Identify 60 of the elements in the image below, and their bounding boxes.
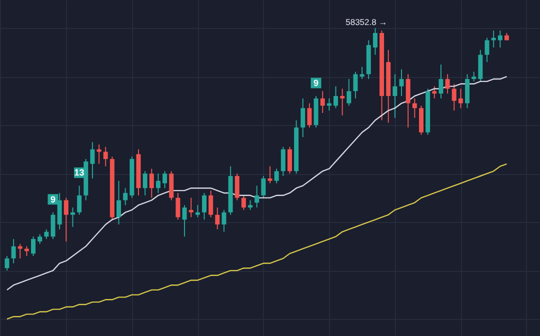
candlestick [484,37,490,63]
candlestick [307,102,312,128]
candlestick [64,197,68,242]
candlestick [182,204,187,238]
candlestick [222,209,226,232]
candlestick [268,166,272,184]
candlestick [472,71,476,82]
candlestick [38,234,42,244]
candlestick [353,71,358,99]
candlestick [90,142,95,179]
candlestick [254,185,260,208]
candlestick [4,256,10,272]
candlestick [287,146,292,174]
text: 58352.8 → [346,17,388,28]
candlestick [234,173,240,201]
candlestick [280,146,286,176]
candlestick [188,197,194,218]
candlestick [50,212,56,240]
candlestick [11,238,16,264]
candlestick [274,168,279,184]
candlestick [103,146,108,167]
candlestick [458,88,463,109]
candlestick [31,236,36,256]
candlestick [392,74,398,118]
candlestick [498,30,502,48]
candlestick [432,86,437,99]
candlestick [156,173,160,194]
candlestick [208,190,214,218]
candlestick [320,90,325,114]
candlestick [334,86,338,109]
annotation: 9 [314,78,319,88]
candlestick [116,180,122,225]
candlestick [123,188,128,206]
candlestick [438,64,444,99]
candlestick [162,170,168,189]
candlestick [24,246,29,256]
candlestick [372,28,378,56]
candlestick [360,66,364,80]
candlestick [412,98,417,118]
candlestick [142,170,148,196]
candlestick [300,98,306,138]
candlestick [452,83,456,112]
annotation: 13 [74,168,84,178]
candlestick [195,204,200,218]
candlestick [44,228,49,240]
candlestick [215,207,220,230]
candlestick [149,168,154,198]
candlestick [340,88,345,116]
candlestick [248,200,253,210]
candlestick [70,207,75,228]
candlestick [77,185,82,216]
candlestick [96,144,102,164]
candlestick [261,176,266,198]
annotation: 9 [50,194,56,204]
candlestick [176,192,180,220]
candlestick [202,192,206,220]
candlestick [241,194,246,210]
candlestick [445,74,450,94]
candlestick [399,68,404,96]
candlestick [346,78,352,106]
